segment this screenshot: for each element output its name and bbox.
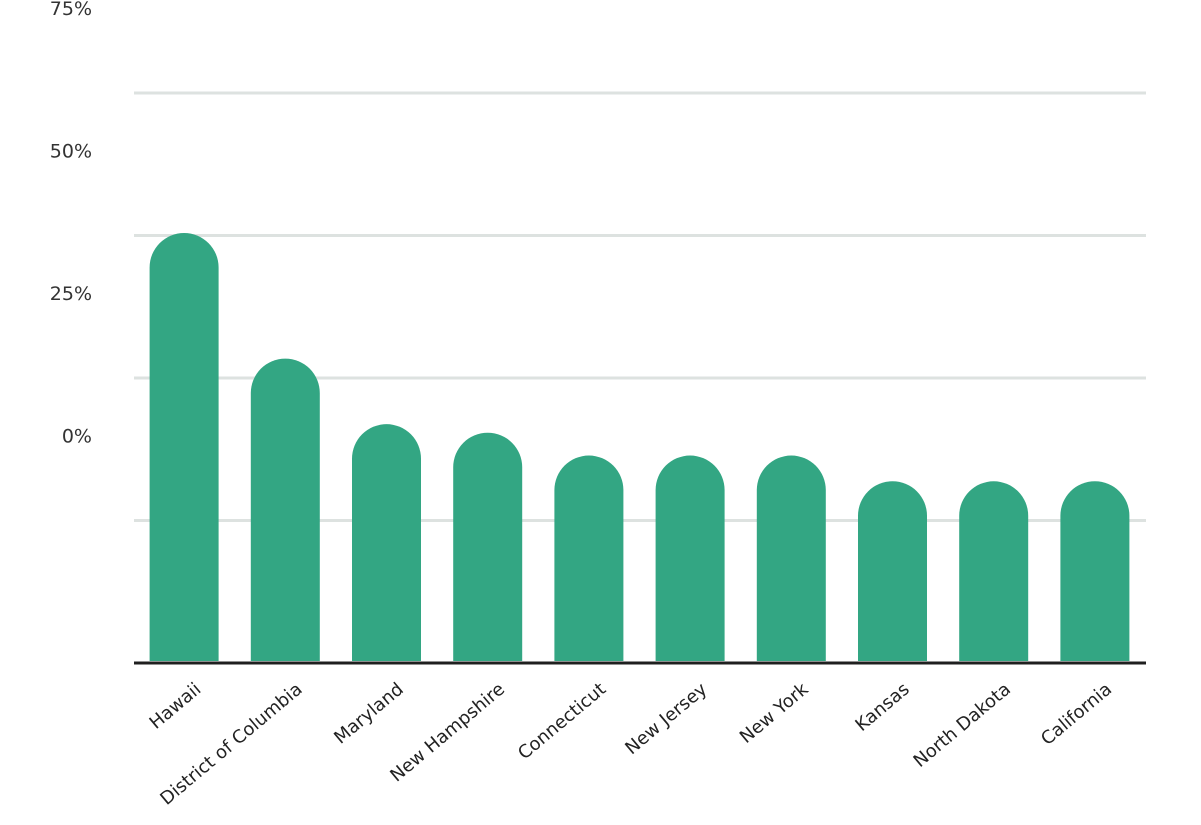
x-tick-label: Kansas bbox=[851, 679, 913, 736]
bar-new-york bbox=[756, 455, 826, 661]
y-tick-label: 25% bbox=[50, 283, 92, 305]
bar-new-jersey bbox=[655, 455, 725, 661]
bars bbox=[149, 233, 1130, 662]
x-tick-label: Connecticut bbox=[514, 679, 610, 764]
y-tick-label: 0% bbox=[62, 426, 92, 448]
x-tick-label: Maryland bbox=[330, 679, 407, 749]
bar-new-hampshire bbox=[453, 432, 523, 661]
bar-connecticut bbox=[554, 455, 624, 661]
bar-maryland bbox=[352, 424, 421, 661]
bar-kansas bbox=[858, 481, 927, 661]
x-tick-label: North Dakota bbox=[910, 679, 1015, 772]
x-tick-label: California bbox=[1037, 679, 1116, 750]
bar-california bbox=[1060, 481, 1130, 661]
bar-hawaii bbox=[149, 233, 219, 662]
bar-north-dakota bbox=[959, 481, 1029, 661]
y-axis-tick-labels: 0%25%50%75%100% bbox=[50, 0, 92, 448]
y-tick-label: 50% bbox=[50, 141, 92, 163]
x-tick-label: New York bbox=[736, 678, 813, 747]
x-tick-label: Hawaii bbox=[146, 679, 206, 734]
x-tick-label: New Jersey bbox=[621, 679, 711, 760]
y-tick-label: 75% bbox=[50, 0, 92, 20]
bar-district-of-columbia bbox=[250, 358, 320, 661]
